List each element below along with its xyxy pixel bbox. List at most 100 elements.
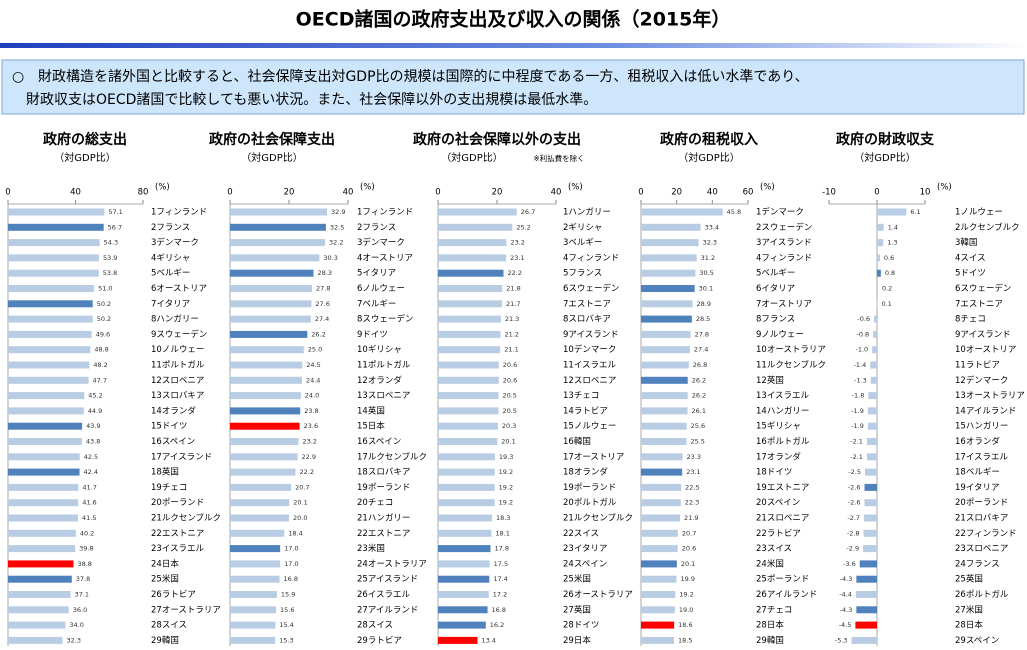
bar <box>230 269 314 277</box>
category-label: 12英国 <box>756 375 784 386</box>
value-label: 54.3 <box>104 239 118 247</box>
x-tick-label: -10 <box>822 188 836 198</box>
value-label: -2.1 <box>850 453 863 461</box>
value-label: 38.8 <box>77 560 91 568</box>
category-label: 20ポルトガル <box>563 497 617 508</box>
bar <box>877 239 884 247</box>
bar <box>230 285 313 292</box>
category-label: 13スロバキア <box>151 391 204 401</box>
category-label: 23イタリア <box>563 544 607 554</box>
bar <box>438 208 517 216</box>
value-label: -2.5 <box>848 468 861 476</box>
category-label: 24米国 <box>756 558 784 569</box>
value-label: 18.6 <box>678 621 692 629</box>
value-label: 25.5 <box>690 438 704 446</box>
value-label: 42.5 <box>84 453 98 461</box>
category-label: 5ドイツ <box>955 269 986 279</box>
category-label: 26ラトビア <box>151 590 196 600</box>
bar <box>8 606 69 614</box>
bar <box>438 300 503 308</box>
value-label: 27.4 <box>694 346 708 354</box>
value-label: 23.6 <box>304 422 318 430</box>
category-label: 3デンマーク <box>151 237 199 248</box>
value-label: 47.7 <box>92 376 106 384</box>
value-label: 41.5 <box>82 514 96 522</box>
value-label: 15.4 <box>279 621 293 629</box>
value-label: 30.5 <box>699 269 713 277</box>
category-label: 14オランダ <box>151 405 196 416</box>
bar <box>230 529 285 537</box>
x-tick-label: 40 <box>343 188 354 198</box>
value-label: 16.2 <box>490 621 504 629</box>
value-label: 20.1 <box>293 499 307 507</box>
bar <box>641 254 697 262</box>
category-label: 10オーストリア <box>955 345 1016 355</box>
bar <box>877 285 878 292</box>
value-label: 0.6 <box>884 254 894 262</box>
value-label: 17.2 <box>493 591 507 599</box>
category-label: 29韓国 <box>151 635 179 646</box>
category-label: 13スロベニア <box>357 391 410 401</box>
category-label: 15ハンガリー <box>955 421 1008 432</box>
value-label: 22.5 <box>685 483 699 491</box>
value-label: -3.6 <box>843 560 856 568</box>
bar <box>438 361 499 369</box>
value-label: 39.8 <box>79 545 93 553</box>
value-label: 21.1 <box>504 346 518 354</box>
value-label: 15.3 <box>279 636 293 644</box>
value-label: 34.0 <box>69 621 83 629</box>
value-label: 21.8 <box>506 285 520 293</box>
x-tick-label: 0 <box>5 188 10 198</box>
bar <box>438 621 486 629</box>
bar <box>641 223 701 231</box>
value-label: 13.4 <box>482 636 496 644</box>
value-label: 20.7 <box>295 483 309 491</box>
value-label: 20.0 <box>293 514 307 522</box>
bar <box>870 361 877 369</box>
bar <box>855 591 877 598</box>
bar <box>8 483 79 491</box>
chart-title: 政府の総支出 <box>43 131 127 148</box>
value-label: 20.1 <box>501 438 515 446</box>
value-label: 53.9 <box>103 254 117 262</box>
bar <box>864 499 877 507</box>
category-label: 2フランス <box>357 223 396 233</box>
bar <box>438 591 489 598</box>
category-label: 5イタリア <box>357 269 396 279</box>
bar <box>230 514 289 522</box>
value-label: 27.6 <box>315 300 329 308</box>
bar <box>438 285 503 292</box>
category-label: 7イタリア <box>151 299 190 309</box>
bar <box>872 346 877 354</box>
value-label: -4.3 <box>840 606 853 614</box>
bar <box>641 529 678 537</box>
category-label: 6ノルウェー <box>357 284 405 294</box>
bar <box>438 606 488 614</box>
value-label: 22.2 <box>299 468 313 476</box>
category-label: 7オーストリア <box>756 299 812 309</box>
bar <box>438 422 498 430</box>
value-label: 30.3 <box>323 254 337 262</box>
x-tick-label: 0 <box>874 188 879 198</box>
value-label: 19.2 <box>679 591 693 599</box>
category-label: 8ハンガリー <box>151 314 199 325</box>
bar <box>867 407 877 415</box>
bar <box>867 422 877 430</box>
bar <box>438 468 495 476</box>
category-label: 21ハンガリー <box>357 513 410 524</box>
bar <box>438 453 495 461</box>
value-label: 41.7 <box>82 483 96 491</box>
value-label: 18.3 <box>496 514 510 522</box>
category-label: 20ポーランド <box>955 498 1008 508</box>
category-label: 26イスラエル <box>357 590 411 600</box>
value-label: 26.1 <box>692 407 706 415</box>
bar <box>8 223 104 231</box>
category-label: 17アイスランド <box>151 452 212 462</box>
x-tick-label: 20 <box>671 188 682 198</box>
bar <box>438 545 491 553</box>
value-label: 31.2 <box>701 254 715 262</box>
value-label: -2.9 <box>846 545 859 553</box>
category-label: 23イスラエル <box>151 544 205 554</box>
x-tick-label: 20 <box>284 188 295 198</box>
category-label: 16オランダ <box>955 436 1000 447</box>
